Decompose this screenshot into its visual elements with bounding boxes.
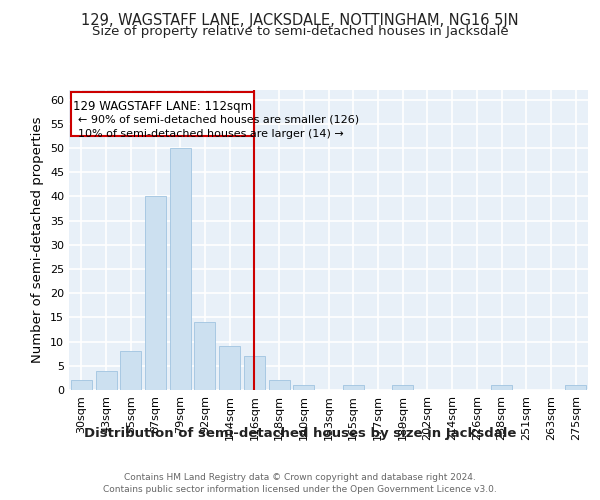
Bar xyxy=(293,385,314,390)
Text: Contains HM Land Registry data © Crown copyright and database right 2024.: Contains HM Land Registry data © Crown c… xyxy=(124,472,476,482)
Bar xyxy=(219,346,240,390)
Bar xyxy=(145,196,166,390)
Text: Distribution of semi-detached houses by size in Jacksdale: Distribution of semi-detached houses by … xyxy=(84,428,516,440)
Bar xyxy=(565,385,586,390)
Text: Size of property relative to semi-detached houses in Jacksdale: Size of property relative to semi-detach… xyxy=(92,25,508,38)
Bar xyxy=(194,322,215,390)
Text: 129 WAGSTAFF LANE: 112sqm: 129 WAGSTAFF LANE: 112sqm xyxy=(73,100,253,112)
Bar xyxy=(170,148,191,390)
Bar xyxy=(95,370,116,390)
Text: Contains public sector information licensed under the Open Government Licence v3: Contains public sector information licen… xyxy=(103,485,497,494)
Bar xyxy=(71,380,92,390)
Text: 129, WAGSTAFF LANE, JACKSDALE, NOTTINGHAM, NG16 5JN: 129, WAGSTAFF LANE, JACKSDALE, NOTTINGHA… xyxy=(81,12,519,28)
Bar xyxy=(244,356,265,390)
Bar xyxy=(120,352,141,390)
Bar xyxy=(392,385,413,390)
Text: ← 90% of semi-detached houses are smaller (126): ← 90% of semi-detached houses are smalle… xyxy=(77,114,359,124)
Bar xyxy=(491,385,512,390)
Text: 10% of semi-detached houses are larger (14) →: 10% of semi-detached houses are larger (… xyxy=(77,128,343,138)
Bar xyxy=(343,385,364,390)
Y-axis label: Number of semi-detached properties: Number of semi-detached properties xyxy=(31,116,44,363)
Bar xyxy=(269,380,290,390)
FancyBboxPatch shape xyxy=(71,92,254,136)
